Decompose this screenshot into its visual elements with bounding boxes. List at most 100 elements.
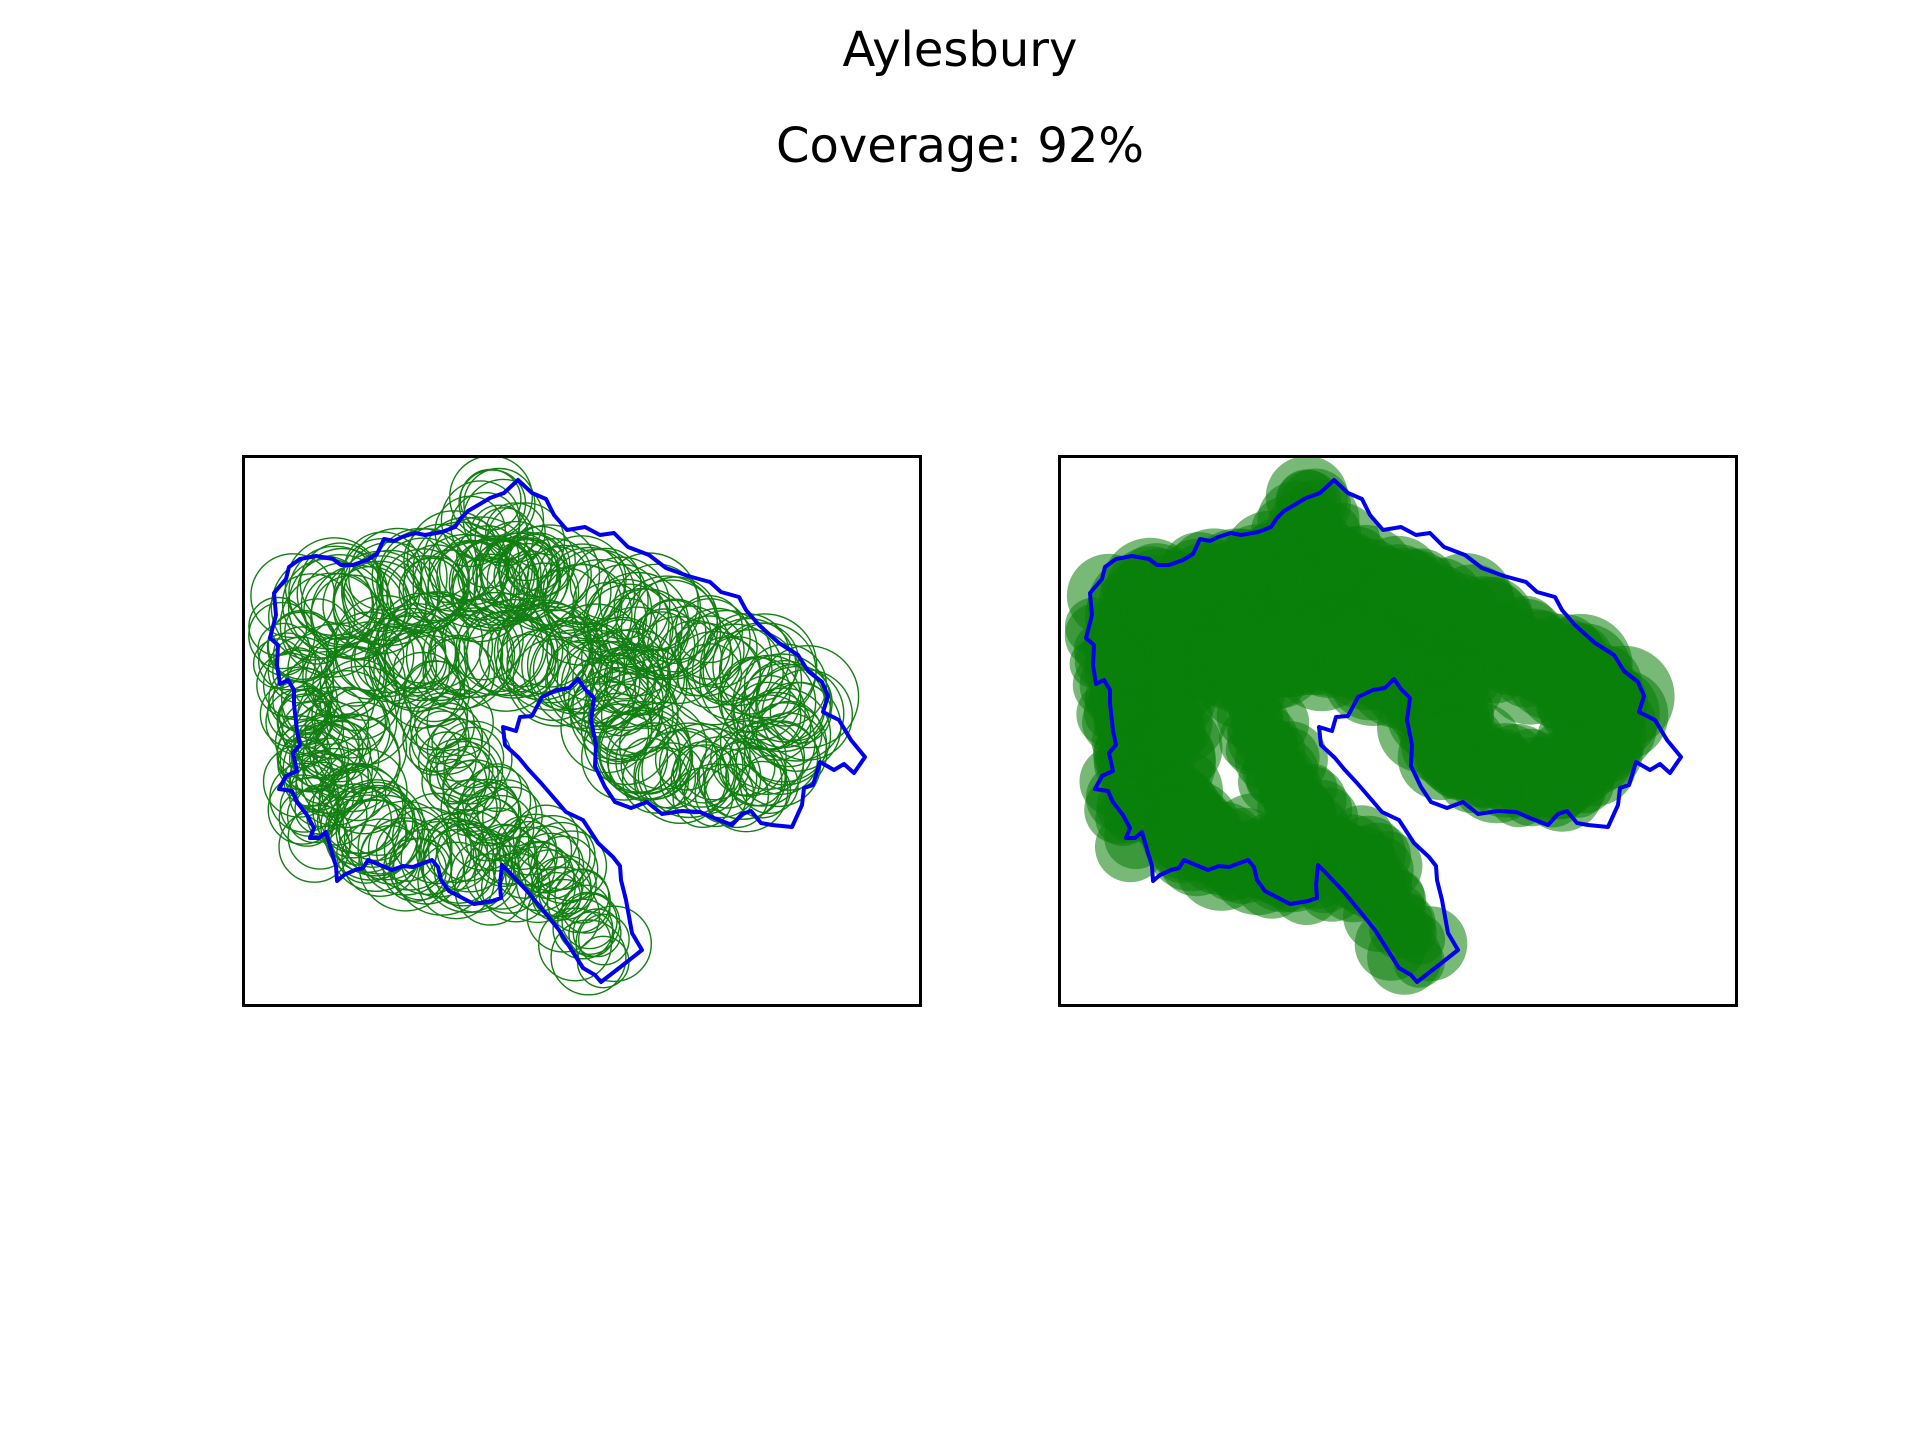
coverage-circle — [308, 719, 372, 783]
coverage-circle — [717, 656, 802, 741]
map-panel-outline-circles — [242, 455, 922, 1007]
coverage-circle — [743, 720, 819, 795]
coverage-circle — [769, 681, 832, 744]
coverage-circle — [392, 818, 491, 916]
coverage-circle — [1393, 936, 1445, 988]
coverage-circle — [314, 686, 387, 759]
coverage-circle — [739, 755, 799, 815]
coverage-circle — [248, 601, 316, 670]
coverage-circle — [623, 648, 686, 711]
coverage-circles — [248, 455, 860, 996]
coverage-circle — [755, 663, 833, 742]
coverage-circle — [363, 630, 438, 705]
coverage-circle — [529, 621, 637, 730]
coverage-circle — [277, 693, 333, 750]
coverage-circle — [392, 634, 467, 709]
coverage-circle — [518, 537, 592, 612]
coverage-circle — [656, 619, 734, 697]
coverage-circle — [421, 828, 497, 904]
coverage-circle — [546, 603, 646, 703]
coverage-circle — [278, 810, 351, 883]
coverage-circle — [428, 516, 534, 621]
coverage-circle — [479, 532, 558, 612]
coverage-circle — [598, 643, 671, 715]
coverage-circle — [258, 632, 316, 691]
coverage-circle — [384, 630, 448, 694]
coverage-circle — [666, 630, 762, 726]
coverage-circle — [473, 763, 523, 813]
coverage-circle — [456, 781, 522, 847]
coverage-circle — [415, 710, 470, 765]
coverage-circle — [591, 628, 680, 717]
coverage-label: Coverage: 92% — [775, 118, 1145, 174]
coverage-circle — [710, 720, 787, 797]
coverage-circle — [674, 615, 745, 686]
coverage-circle — [276, 687, 344, 755]
coverage-circle — [589, 618, 655, 683]
coverage-circle — [591, 606, 682, 697]
boundary-outline — [268, 478, 867, 984]
coverage-circle — [464, 807, 530, 872]
coverage-circle — [532, 629, 614, 710]
coverage-circle — [748, 665, 845, 762]
coverage-circle — [360, 824, 421, 885]
coverage-circle — [1408, 607, 1497, 696]
coverage-circle — [735, 687, 832, 783]
coverage-circle — [512, 638, 596, 722]
coverage-circle — [376, 537, 470, 631]
coverage-circle — [500, 550, 561, 611]
coverage-circle — [274, 715, 329, 769]
coverage-circle — [698, 731, 788, 820]
coverage-circle — [268, 666, 333, 731]
coverage-circle — [607, 727, 682, 802]
coverage-circle — [461, 765, 532, 836]
coverage-circle — [572, 908, 622, 958]
coverage-circle — [550, 919, 627, 996]
coverage-circle — [755, 700, 823, 768]
coverage-circle — [546, 639, 621, 714]
coverage-circle — [398, 557, 465, 624]
coverage-circle — [477, 824, 538, 885]
coverage-circle — [375, 820, 438, 882]
coverage-circle — [447, 778, 502, 832]
coverage-circle — [382, 591, 494, 702]
coverage-circle — [286, 787, 343, 844]
coverage-circle — [566, 622, 629, 685]
coverage-circle — [696, 748, 758, 809]
coverage-circle — [504, 525, 576, 598]
coverage-circle — [575, 905, 653, 983]
coverage-circle — [742, 691, 812, 761]
coverage-circle — [577, 913, 630, 966]
coverage-circle — [278, 689, 335, 746]
figure-title: Aylesbury — [842, 22, 1078, 78]
coverage-circle — [455, 603, 544, 693]
coverage-circle — [465, 609, 553, 697]
coverage-circle — [531, 866, 583, 918]
coverage-circle — [517, 832, 585, 900]
coverage-circle — [1552, 688, 1647, 782]
coverage-circle — [526, 616, 626, 715]
coverage-circle — [272, 667, 338, 734]
coverage-circle — [672, 767, 734, 828]
coverage-circle — [712, 613, 818, 719]
axes-frame — [1058, 455, 1738, 1007]
coverage-circle — [440, 480, 521, 561]
boundary-outline — [1084, 478, 1683, 984]
coverage-circle — [605, 645, 688, 728]
axes-frame — [242, 455, 922, 1007]
coverage-circle — [717, 737, 776, 796]
coverage-circles — [1064, 455, 1675, 995]
coverage-circle — [633, 729, 728, 825]
coverage-circle — [620, 737, 678, 795]
coverage-circle — [441, 598, 524, 681]
map-panel-filled-circles — [1058, 455, 1738, 1007]
coverage-circle — [672, 740, 736, 804]
coverage-circle — [498, 826, 558, 886]
coverage-circle — [484, 502, 546, 563]
coverage-circle — [743, 702, 828, 786]
coverage-circle — [295, 752, 348, 805]
coverage-circle — [456, 525, 520, 589]
coverage-circle — [288, 761, 355, 828]
coverage-circle — [557, 891, 621, 955]
coverage-circle — [561, 892, 618, 950]
